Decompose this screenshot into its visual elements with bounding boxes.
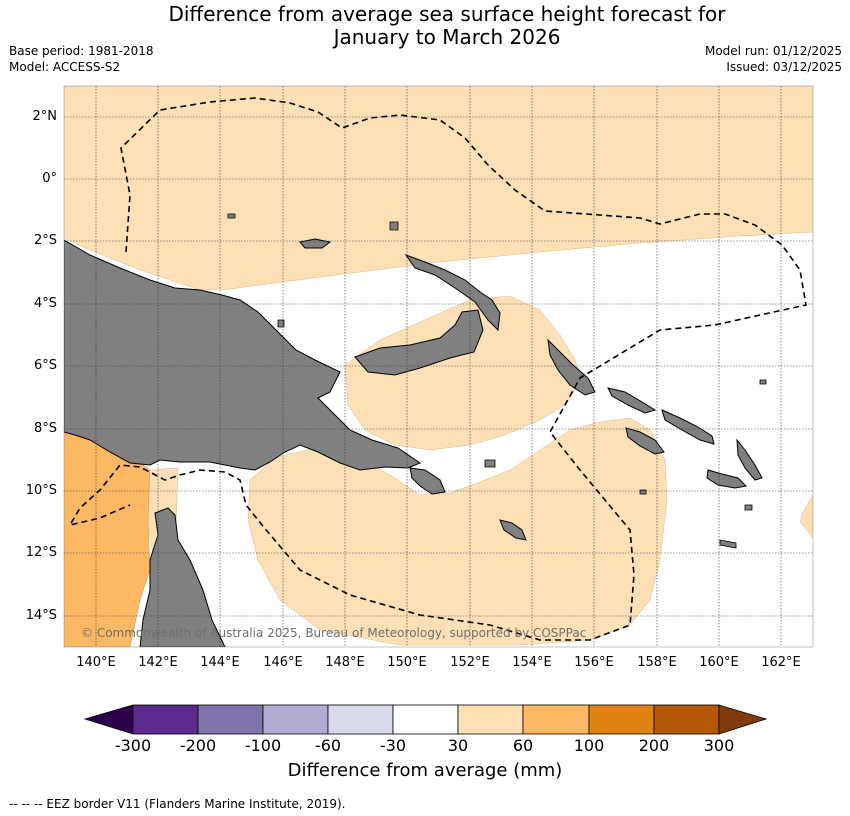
map-title: Difference from average sea surface heig… [0,3,850,49]
land-small-islands [227,213,767,549]
anomaly-region-north [64,86,813,291]
map-area [64,86,813,647]
land-new-guinea [64,239,422,471]
copyright-credit: © Commonwealth of Australia 2025, Bureau… [81,626,587,640]
lon-label-162e: 162°E [761,655,801,670]
lon-label-154e: 154°E [512,655,552,670]
lon-label-160e: 160°E [699,655,739,670]
lat-label-2s: 2°S [33,233,57,248]
colorbar-bin-1 [132,704,199,735]
colorbar-bin-3 [262,704,329,735]
colorbar-tick-5: -30 [379,736,407,755]
colorbar-tick-8: 100 [573,736,605,755]
map-frame [63,85,814,648]
lat-label-0: 0° [42,171,57,186]
colorbar-tick-10: 300 [703,736,735,755]
land-bougainville [547,338,596,396]
title-line-2: January to March 2026 [333,25,561,49]
land-solomons-3 [625,427,665,455]
colorbar-bin-2 [197,704,264,735]
colorbar-bin-8 [588,704,655,735]
land-solomons-4 [736,438,763,481]
title-line-1: Difference from average sea surface heig… [168,2,726,26]
colorbar-over-arrow [718,704,768,735]
anomaly-region-arafura [64,431,151,647]
model-run: Model run: 01/12/2025 [704,44,842,58]
lon-label-152e: 152°E [450,655,490,670]
land-dentrecasteaux [409,467,446,495]
issued-date: Issued: 03/12/2025 [726,60,842,74]
land-new-britain [354,309,484,376]
lat-label-12s: 12°S [25,545,57,560]
land-solomons-2 [661,409,715,445]
land-solomons-5 [706,469,748,489]
anomaly-region-solomon-sea [344,295,583,451]
lat-label-2n: 2°N [32,109,58,124]
lat-label-6s: 6°S [33,358,57,373]
lon-label-156e: 156°E [574,655,614,670]
colorbar-tick-4: -60 [314,736,342,755]
colorbar-tick-3: -100 [244,736,282,755]
lat-label-10s: 10°S [25,483,57,498]
meta-right: Model run: 01/12/2025 Issued: 03/12/2025 [705,43,842,75]
lon-label-148e: 148°E [325,655,365,670]
land-solomons-1 [607,387,657,414]
lat-label-4s: 4°S [33,296,57,311]
lon-label-158e: 158°E [637,655,677,670]
colorbar-tick-9: 200 [638,736,670,755]
lon-label-144e: 144°E [200,655,240,670]
lat-label-14s: 14°S [25,608,57,623]
colorbar-bin-5 [392,704,459,735]
lon-label-140e: 140°E [76,655,116,670]
colorbar-bin-4 [327,704,394,735]
base-period: Base period: 1981-2018 [9,44,154,58]
gridlines [64,86,813,647]
colorbar-tick-6: 30 [447,736,469,755]
anomaly-region-coral-sea [247,417,668,646]
land-australia [139,507,226,647]
lat-label-8s: 8°S [33,421,57,436]
lon-label-142e: 142°E [138,655,178,670]
colorbar-tick-2: -200 [179,736,217,755]
colorbar-bin-6 [457,704,524,735]
colorbar-bin-9 [653,704,720,735]
meta-left: Base period: 1981-2018 Model: ACCESS-S2 [9,43,154,75]
lon-label-150e: 150°E [387,655,427,670]
colorbar-tick-1: -300 [114,736,152,755]
colorbar-bin-7 [522,704,590,735]
land-new-ireland [404,253,501,332]
anomaly-region-east [799,494,813,539]
eez-border-png [68,97,807,641]
colorbar-label: Difference from average (mm) [287,760,563,781]
colorbar [83,704,768,735]
lon-label-146e: 146°E [263,655,303,670]
colorbar-under-arrow [83,704,134,735]
eez-legend-note: -- -- -- EEZ border V11 (Flanders Marine… [9,797,346,811]
colorbar-tick-7: 60 [512,736,534,755]
model-name: Model: ACCESS-S2 [9,60,121,74]
land-louisiade [499,519,527,541]
